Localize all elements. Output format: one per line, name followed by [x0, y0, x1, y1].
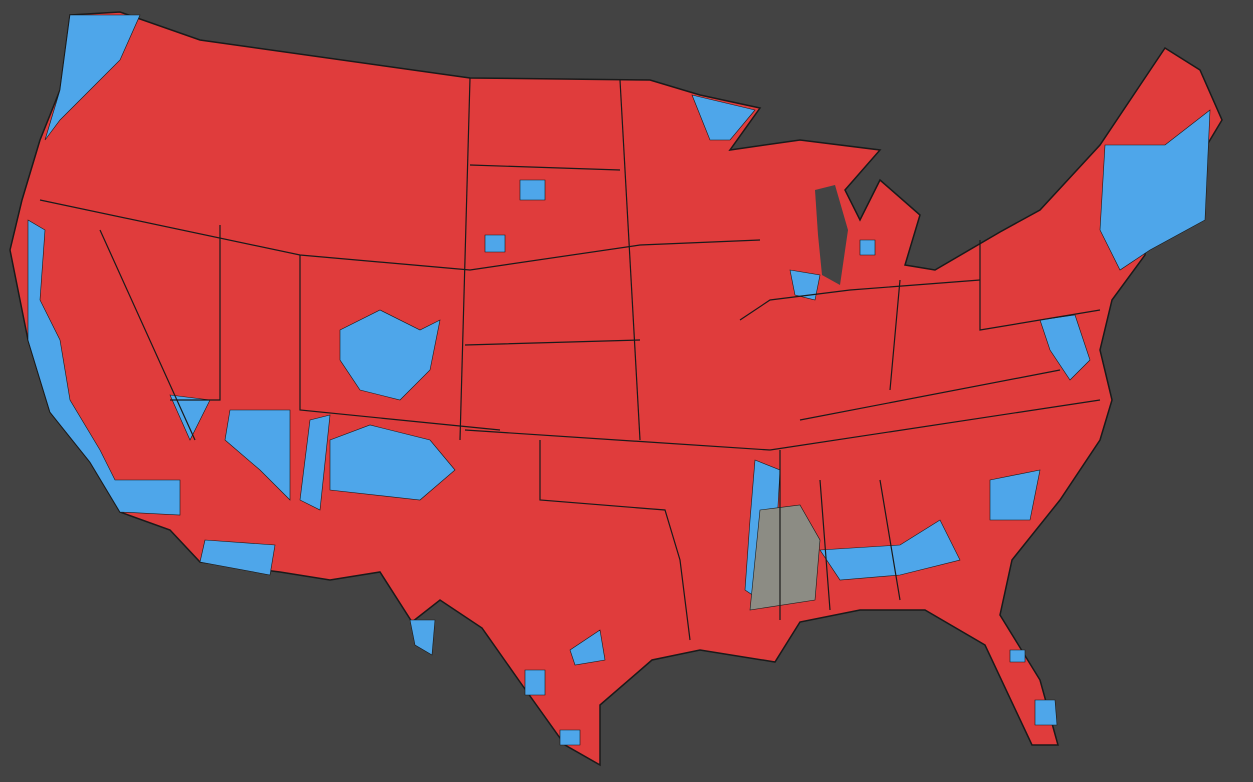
great-lakes-counties — [484, 179, 876, 301]
utah-counties — [339, 309, 441, 401]
arizona-south-counties — [169, 394, 276, 576]
texas-counties — [409, 619, 606, 746]
washington-counties — [44, 14, 141, 141]
state-borders — [39, 77, 1101, 641]
no-data-counties — [749, 504, 821, 611]
black-belt-counties — [819, 519, 961, 581]
lake-michigan — [815, 185, 848, 285]
democratic-counties — [27, 14, 1211, 746]
west-coast-counties — [27, 219, 181, 516]
minnesota-north-counties — [691, 94, 756, 141]
florida-counties — [1009, 649, 1058, 726]
new-england-counties — [1099, 109, 1211, 271]
south-carolina-counties — [989, 469, 1041, 521]
mid-atlantic-counties — [1039, 314, 1091, 381]
southwest-counties — [224, 409, 456, 511]
